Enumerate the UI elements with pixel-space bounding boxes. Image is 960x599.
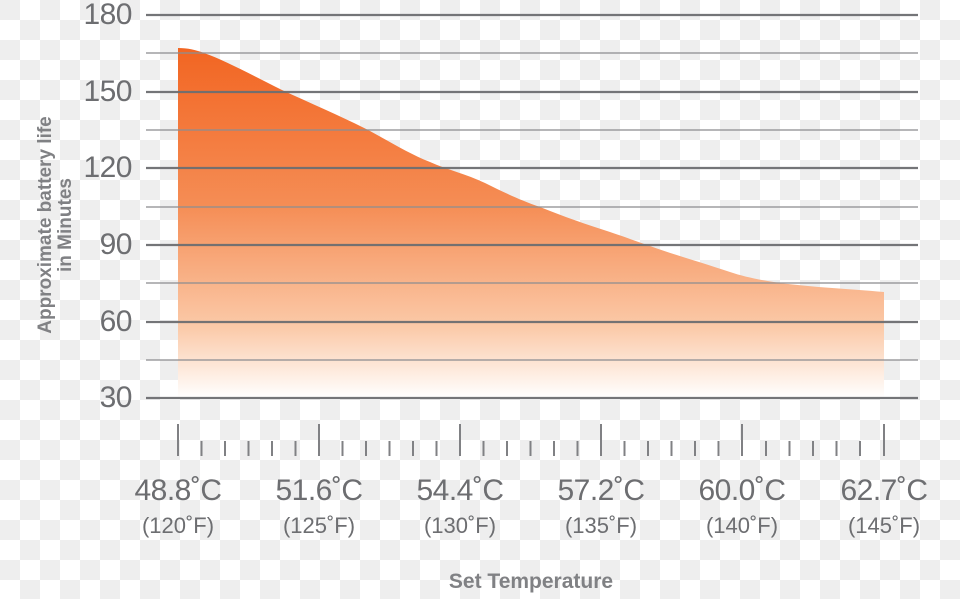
minor-gridlines (146, 52, 918, 361)
x-tick-fahrenheit: (120˚F) (141, 513, 215, 538)
x-tick-label-3: 57.2˚C (135˚F) (531, 475, 671, 539)
x-tick-label-4: 60.0˚C (140˚F) (672, 475, 812, 539)
x-tick-celsius: 54.4˚C (416, 474, 504, 507)
x-tick-celsius: 57.2˚C (557, 474, 645, 507)
x-axis-title: Set Temperature (448, 570, 614, 593)
major-gridlines (146, 13, 918, 400)
x-tick-fahrenheit: (125˚F) (282, 513, 356, 538)
x-tick-celsius: 51.6˚C (275, 474, 363, 507)
x-tick-celsius: 62.7˚C (840, 474, 928, 507)
x-tick-celsius: 60.0˚C (698, 474, 786, 507)
x-tick-label-5: 62.7˚C (145˚F) (814, 475, 954, 539)
x-tick-celsius: 48.8˚C (134, 474, 222, 507)
x-tick-fahrenheit: (140˚F) (705, 513, 779, 538)
y-tick-30: 30 (99, 381, 133, 414)
y-axis-title-line-2: in Minutes (55, 178, 76, 272)
y-tick-60: 60 (99, 305, 133, 338)
x-tick-fahrenheit: (145˚F) (847, 513, 921, 538)
x-tick-label-1: 51.6˚C (125˚F) (249, 475, 389, 539)
y-axis-title: Approximate battery life in Minutes (35, 116, 76, 334)
y-tick-120: 120 (83, 151, 132, 184)
battery-life-area (178, 48, 884, 398)
x-tick-label-0: 48.8˚C (120˚F) (108, 475, 248, 539)
x-tick-fahrenheit: (135˚F) (564, 513, 638, 538)
x-axis-major-ticks (177, 424, 885, 456)
y-tick-180: 180 (83, 0, 132, 31)
y-tick-150: 150 (83, 75, 132, 108)
x-tick-label-2: 54.4˚C (130˚F) (390, 475, 530, 539)
x-tick-fahrenheit: (130˚F) (423, 513, 497, 538)
x-axis-minor-ticks (200, 441, 861, 456)
y-tick-90: 90 (99, 228, 133, 261)
y-axis-title-line-1: Approximate battery life (35, 116, 56, 334)
